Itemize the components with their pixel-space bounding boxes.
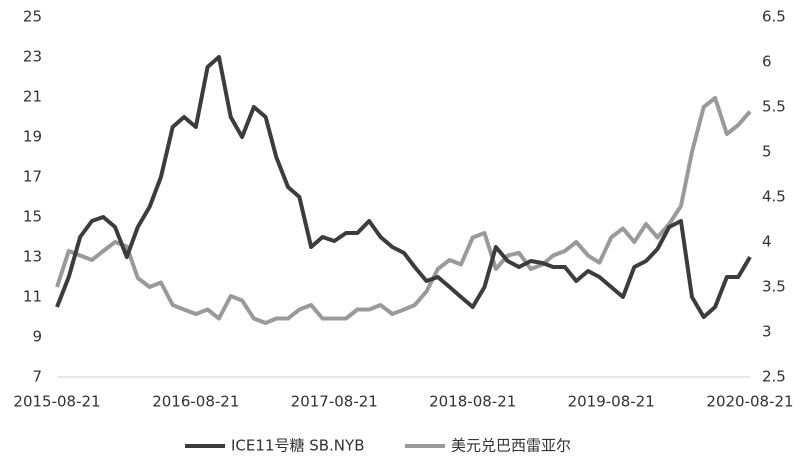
y-tick-label: 15 bbox=[23, 208, 42, 226]
y2-tick-label: 5 bbox=[762, 143, 772, 161]
y-tick-label: 17 bbox=[23, 168, 42, 186]
x-tick-label: 2020-08-21 bbox=[706, 393, 793, 411]
y-tick-label: 7 bbox=[32, 368, 42, 386]
x-tick-label: 2017-08-21 bbox=[291, 393, 378, 411]
y2-tick-label: 4.5 bbox=[762, 188, 786, 206]
y-tick-label: 23 bbox=[23, 48, 42, 66]
y2-tick-label: 5.5 bbox=[762, 98, 786, 116]
y-tick-label: 13 bbox=[23, 248, 42, 266]
y2-tick-label: 2.5 bbox=[762, 368, 786, 386]
y-tick-label: 11 bbox=[23, 288, 42, 306]
legend-label: ICE11号糖 SB.NYB bbox=[231, 437, 364, 455]
y-tick-label: 21 bbox=[23, 88, 42, 106]
x-tick-label: 2015-08-21 bbox=[13, 393, 100, 411]
y2-tick-label: 6.5 bbox=[762, 8, 786, 26]
y2-tick-label: 4 bbox=[762, 233, 772, 251]
y-tick-label: 19 bbox=[23, 128, 42, 146]
y2-tick-label: 3.5 bbox=[762, 278, 786, 296]
series-line bbox=[55, 55, 752, 319]
legend-label: 美元兑巴西雷亚尔 bbox=[451, 437, 571, 455]
series-line bbox=[55, 96, 752, 325]
x-tick-label: 2016-08-21 bbox=[152, 393, 239, 411]
y2-tick-label: 6 bbox=[762, 53, 772, 71]
y2-tick-label: 3 bbox=[762, 323, 772, 341]
x-tick-label: 2018-08-21 bbox=[429, 393, 516, 411]
y-tick-label: 25 bbox=[23, 8, 42, 26]
y-tick-label: 9 bbox=[32, 328, 42, 346]
x-tick-label: 2019-08-21 bbox=[568, 393, 655, 411]
